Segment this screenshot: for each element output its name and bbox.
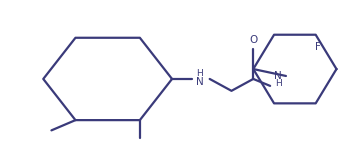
Text: F: F	[315, 42, 321, 52]
Text: N: N	[274, 71, 282, 81]
Text: N: N	[196, 77, 204, 87]
Text: H: H	[196, 69, 203, 77]
Text: H: H	[275, 79, 281, 88]
Text: O: O	[249, 35, 257, 45]
